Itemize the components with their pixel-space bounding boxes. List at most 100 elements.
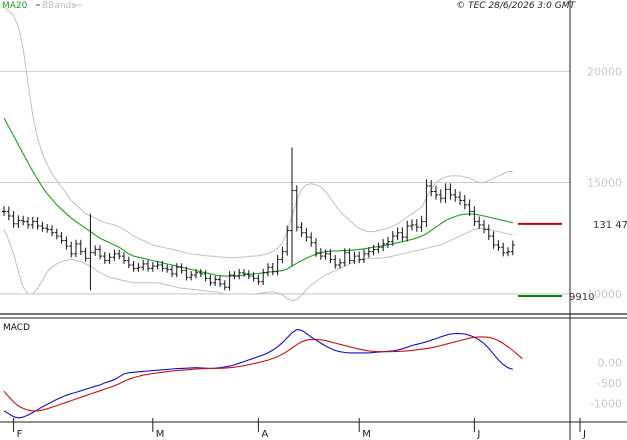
price-bar [88, 213, 93, 291]
price-bar [434, 185, 438, 200]
price-bar [328, 249, 333, 264]
price-bar [126, 256, 131, 269]
price-bar [11, 211, 16, 228]
price-bar [160, 260, 165, 272]
price-bar [438, 189, 443, 203]
macd-lines [3, 328, 523, 419]
price-bar [477, 216, 482, 230]
bollinger-bands [3, 6, 513, 302]
price-bar [251, 272, 256, 282]
macd-tick-label: 0.00 [598, 356, 623, 369]
price-bar [136, 263, 141, 272]
support-resistance-levels: 131 47 9910 [518, 220, 627, 303]
price-bar [323, 249, 328, 260]
price-bar [45, 224, 50, 233]
price-bar [458, 191, 462, 206]
price-bar [74, 239, 78, 258]
price-bar [98, 245, 102, 260]
price-bar [208, 274, 213, 286]
price-bar [131, 260, 136, 272]
price-bar [170, 265, 174, 278]
price-bar [467, 199, 472, 216]
price-bar [30, 216, 35, 229]
price-bar [218, 275, 222, 287]
price-bar [69, 241, 74, 258]
price-bar [400, 227, 405, 242]
price-bar [2, 206, 6, 217]
month-label: A [261, 429, 268, 440]
legend-bbands: BBands [42, 1, 76, 11]
price-bar [35, 217, 40, 230]
price-bar [107, 253, 112, 264]
price-bar [366, 247, 371, 258]
price-bar [338, 258, 342, 269]
price-bar [246, 270, 251, 280]
month-label: M [362, 429, 371, 440]
chart-labels: 10000 15000 20000 0.00 -500 -1000 F M A M J J [17, 65, 622, 440]
price-bar [419, 215, 424, 232]
price-bar [506, 247, 510, 257]
price-bar [93, 245, 98, 256]
price-bar [371, 244, 376, 256]
price-bar [376, 242, 381, 254]
price-bar [381, 239, 386, 252]
price-bar [386, 236, 390, 248]
price-bar [443, 183, 448, 204]
price-bar [117, 249, 122, 260]
support-label: 9910 [569, 292, 594, 303]
price-bar [83, 247, 88, 262]
price-bar [410, 219, 414, 231]
price-bar [314, 238, 318, 257]
price-bar [184, 266, 189, 281]
price-bar [448, 183, 453, 200]
price-gridlines [0, 70, 570, 295]
price-bar [194, 268, 198, 279]
price-bar [222, 280, 227, 291]
price-tick-label: 20000 [587, 65, 622, 78]
price-bar [179, 263, 184, 274]
price-bar [261, 268, 266, 286]
price-bar [237, 268, 242, 280]
price-bar [270, 262, 275, 276]
price-bar [390, 231, 395, 246]
price-bar [40, 221, 45, 232]
price-bar [299, 222, 304, 237]
price-bar [429, 180, 434, 197]
price-bar [318, 248, 323, 260]
price-bar [26, 217, 30, 229]
price-bar [16, 215, 21, 229]
price-bar [59, 232, 64, 244]
price-bar [256, 274, 261, 285]
price-bar [510, 240, 515, 256]
price-bar [309, 232, 314, 247]
price-bar [50, 225, 54, 237]
price-bar [203, 270, 208, 282]
price-bar [453, 189, 458, 202]
month-label: J [476, 429, 480, 440]
ma20-line [3, 117, 513, 277]
price-bar [102, 252, 107, 264]
price-bar [496, 240, 501, 251]
price-bar [150, 261, 155, 272]
bband-lower-line [3, 227, 513, 302]
price-bar [174, 263, 179, 278]
price-bar [342, 248, 347, 267]
price-bar [242, 269, 246, 277]
month-label: M [156, 429, 165, 440]
price-bar [424, 179, 429, 228]
price-bar [78, 239, 83, 255]
price-bar [462, 194, 467, 210]
price-bar [112, 249, 117, 261]
price-bar [275, 255, 280, 276]
month-label: F [17, 429, 23, 440]
price-bar [304, 227, 309, 242]
price-bar [232, 271, 237, 280]
price-bar [198, 269, 203, 278]
macd-tick-label: -1000 [590, 398, 622, 411]
price-bar [285, 225, 290, 256]
price-bar [357, 251, 362, 264]
price-bar [294, 185, 299, 232]
price-bar [491, 231, 496, 249]
